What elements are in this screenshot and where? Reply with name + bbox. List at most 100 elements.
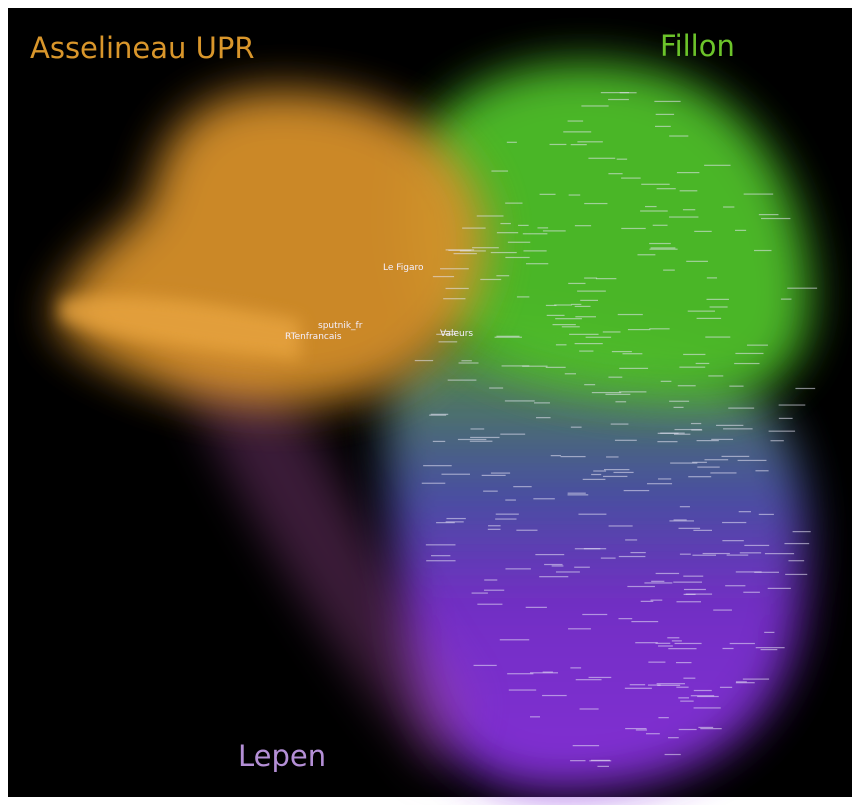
node-dash [655,125,671,128]
node-dash [491,170,509,172]
node-dash [673,581,703,583]
node-dash [544,563,563,566]
node-dash [561,326,580,328]
node-dash [505,568,531,570]
node-dash [507,241,531,243]
node-dash [560,455,586,458]
node-dash [605,393,631,395]
node-dash [734,362,760,365]
node-dash [691,429,703,431]
node-dash [629,684,646,686]
node-dash [555,571,580,573]
node-dash [778,417,793,420]
node-dash [618,555,646,558]
node-dash [600,557,616,559]
node-dash [644,582,673,584]
node-dash [542,230,566,232]
node-dash [679,506,690,508]
node-dash [570,667,582,669]
node-dash [729,385,744,387]
node-dash [645,205,657,208]
node-dash [678,697,690,699]
node-dash [496,335,520,337]
node-dash [746,344,768,346]
node-dash [685,593,713,595]
node-dash [436,333,456,335]
node-dash [702,552,730,555]
node-dash [670,462,698,464]
node-dash [570,426,582,428]
node-dash [692,461,707,463]
node-dash [655,113,675,116]
node-dash [569,333,599,335]
node-dash [530,672,558,674]
node-dash [690,695,715,697]
node-dash [674,642,702,645]
node-dash [676,686,689,688]
node-dash [591,391,622,394]
node-dash [706,277,718,279]
node-dash [706,298,729,300]
node-dash [674,428,702,431]
node-dash [722,540,744,542]
node-dash [588,676,612,679]
node-dash [657,441,678,443]
node-dash [656,188,676,190]
node-dash [577,290,606,292]
node-dash [704,164,731,166]
node-dash [537,227,549,229]
node-dash [536,417,551,419]
node-dash [722,521,747,524]
node-dash [710,472,737,474]
node-dash [619,367,649,369]
node-dash [690,422,702,425]
node-dash [744,544,770,547]
node-dash [545,366,566,368]
node-dash [683,353,706,356]
node-dash [785,573,808,576]
node-dash [735,571,762,573]
node-dash [630,551,646,554]
node-dash [575,316,596,318]
node-dash [484,579,498,581]
node-dash [423,465,452,467]
node-dash [648,661,666,663]
node-dash [584,277,598,279]
node-dash [743,193,774,195]
node-dash [726,554,749,556]
node-dash [679,190,698,192]
node-dash [696,317,722,320]
node-dash [695,362,710,365]
node-dash [729,642,755,645]
node-dash [723,428,753,430]
node-dash [608,173,623,175]
node-dash [550,455,562,457]
node-dash [445,521,464,523]
node-dash [627,328,651,331]
node-dash [656,683,686,685]
node-dash [588,157,616,159]
node-dash [660,432,685,434]
node-dash [641,183,670,185]
node-dash [579,708,599,710]
node-dash [429,414,447,416]
node-dash [490,251,517,254]
node-dash [436,522,455,524]
node-dash [542,671,553,673]
node-dash [441,473,471,475]
node-dash [564,373,577,375]
node-dash [504,400,535,402]
node-dash [697,466,720,468]
node-dash [494,336,522,338]
node-dash [430,413,449,415]
node-dash [488,525,501,527]
node-dash [438,341,458,343]
node-dash [687,310,716,312]
node-dash [658,717,669,719]
node-dash [608,376,623,378]
node-dash [764,553,795,555]
node-dash [523,250,547,252]
node-dash [631,620,659,623]
node-dash [755,647,785,649]
node-dash [593,470,607,472]
